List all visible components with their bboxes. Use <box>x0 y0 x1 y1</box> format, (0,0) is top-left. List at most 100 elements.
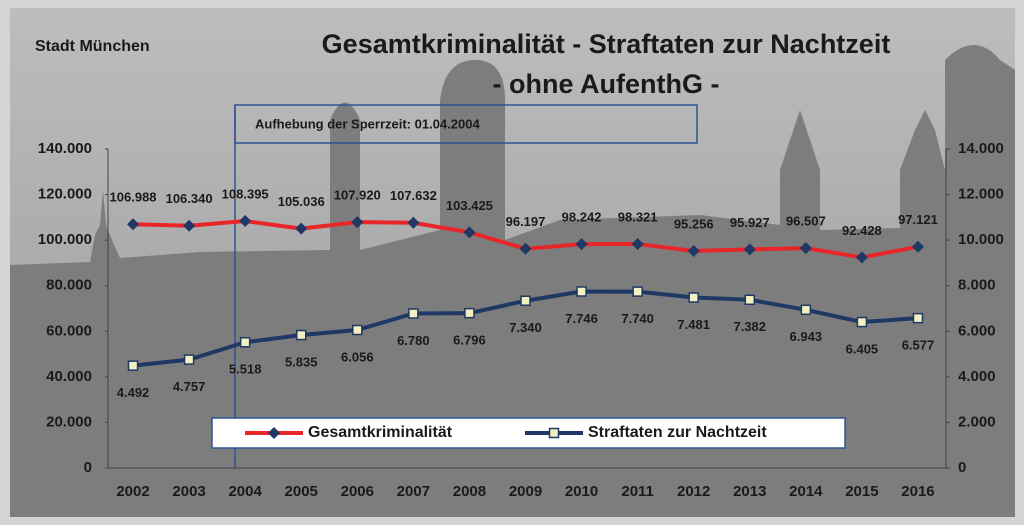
marker <box>239 215 252 228</box>
marker <box>744 294 756 306</box>
marker <box>855 251 868 264</box>
x-tick-label: 2005 <box>285 483 318 500</box>
value-label: 108.395 <box>222 186 269 201</box>
value-label: 107.920 <box>334 188 381 203</box>
legend-marker <box>268 427 280 439</box>
marker <box>632 286 643 297</box>
value-label: 105.036 <box>278 194 325 209</box>
y-tick-label: 40.000 <box>46 368 92 385</box>
chart-title: Gesamtkriminalität - Straftaten zur Nach… <box>322 29 891 59</box>
x-tick-label: 2011 <box>621 483 654 500</box>
y-tick-label: 100.000 <box>38 231 92 248</box>
marker <box>519 242 532 255</box>
legend-marker <box>548 427 560 439</box>
marker <box>631 237 644 250</box>
marker <box>912 312 924 324</box>
marker <box>799 242 812 255</box>
y2-tick-label: 6.000 <box>958 322 996 339</box>
marker <box>295 222 308 235</box>
marker <box>351 216 364 229</box>
value-label: 7.746 <box>565 311 598 326</box>
marker <box>127 360 139 371</box>
annotation: Stadt München <box>35 38 150 55</box>
chart-subtitle: - ohne AufenthG - <box>493 69 720 99</box>
marker <box>352 324 363 336</box>
x-tick-label: 2007 <box>397 483 430 500</box>
value-label: 5.518 <box>229 362 262 377</box>
value-label: 98.321 <box>618 209 658 224</box>
marker <box>688 292 699 303</box>
annotation: Aufhebung der Sperrzeit: 01.04.2004 <box>255 116 480 131</box>
y2-tick-label: 0 <box>958 459 966 476</box>
marker <box>800 304 812 316</box>
marker <box>464 307 475 319</box>
x-tick-label: 2012 <box>677 483 710 500</box>
value-label: 96.507 <box>786 214 826 229</box>
y2-tick-label: 2.000 <box>958 413 996 430</box>
marker <box>576 286 587 297</box>
value-label: 4.492 <box>117 385 150 400</box>
y-tick-label: 80.000 <box>46 277 92 294</box>
value-label: 6.780 <box>397 333 430 348</box>
x-tick-label: 2013 <box>733 483 766 500</box>
y-tick-label: 60.000 <box>46 322 92 339</box>
value-label: 103.425 <box>446 198 493 213</box>
value-label: 4.757 <box>173 379 206 394</box>
marker <box>239 337 251 348</box>
y2-tick-label: 8.000 <box>958 277 996 294</box>
marker <box>127 218 140 231</box>
value-label: 6.943 <box>790 329 823 344</box>
marker <box>911 240 924 253</box>
y-tick-label: 20.000 <box>46 413 92 430</box>
marker <box>408 308 419 319</box>
value-label: 7.740 <box>621 311 654 326</box>
value-label: 7.340 <box>509 320 542 335</box>
value-label: 96.197 <box>506 214 546 229</box>
x-tick-label: 2014 <box>789 483 823 500</box>
value-label: 106.340 <box>166 191 213 206</box>
legend-label: Gesamtkriminalität <box>308 424 453 441</box>
marker <box>743 243 756 256</box>
value-label: 92.428 <box>842 223 882 238</box>
x-tick-label: 2015 <box>845 483 878 500</box>
x-tick-label: 2009 <box>509 483 542 500</box>
marker <box>463 226 476 239</box>
marker <box>183 219 196 232</box>
marker <box>575 238 588 251</box>
x-tick-label: 2006 <box>341 483 374 500</box>
value-label: 95.256 <box>674 216 714 231</box>
x-tick-label: 2003 <box>172 483 205 500</box>
x-tick-label: 2016 <box>901 483 934 500</box>
marker <box>295 329 307 341</box>
value-label: 6.796 <box>453 333 486 348</box>
marker <box>687 244 700 257</box>
y-tick-label: 120.000 <box>38 186 92 203</box>
value-label: 98.242 <box>562 210 602 225</box>
y2-tick-label: 10.000 <box>958 231 1004 248</box>
marker <box>856 316 868 328</box>
marker <box>520 295 531 307</box>
x-tick-label: 2004 <box>228 483 262 500</box>
skyline <box>10 45 1015 517</box>
y-tick-label: 140.000 <box>38 140 92 157</box>
value-label: 95.927 <box>730 215 770 230</box>
legend-label: Straftaten zur Nachtzeit <box>588 424 767 441</box>
marker <box>183 354 195 365</box>
value-label: 6.056 <box>341 349 374 364</box>
value-label: 6.405 <box>846 341 879 356</box>
value-label: 107.632 <box>390 188 437 203</box>
value-label: 6.577 <box>902 338 935 353</box>
y2-tick-label: 12.000 <box>958 186 1004 203</box>
value-label: 97.121 <box>898 212 938 227</box>
value-label: 5.835 <box>285 354 318 369</box>
value-label: 7.382 <box>733 319 766 334</box>
value-label: 7.481 <box>677 317 710 332</box>
x-tick-label: 2002 <box>116 483 149 500</box>
y-tick-label: 0 <box>84 459 92 476</box>
marker <box>407 216 420 229</box>
y2-tick-label: 14.000 <box>958 140 1004 157</box>
x-tick-label: 2010 <box>565 483 598 500</box>
value-label: 106.988 <box>110 190 157 205</box>
x-tick-label: 2008 <box>453 483 486 500</box>
